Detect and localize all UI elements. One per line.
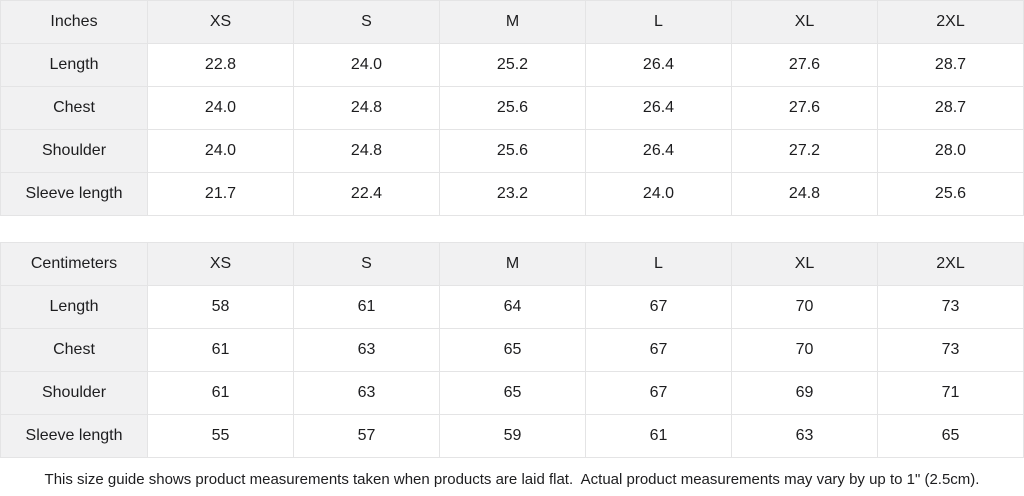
measurement-value: 24.0 [585, 172, 732, 216]
measurement-value: 27.2 [731, 129, 878, 173]
table-row-length: Length 58 61 64 67 70 73 [0, 285, 1024, 329]
measurement-value: 28.7 [877, 86, 1024, 130]
measurement-value: 63 [731, 414, 878, 458]
measurement-value: 61 [147, 328, 294, 372]
measurement-value: 26.4 [585, 43, 732, 87]
table-row-sleeve-length: Sleeve length 21.7 22.4 23.2 24.0 24.8 2… [0, 172, 1024, 216]
row-label: Shoulder [0, 371, 148, 415]
table-row-shoulder: Shoulder 24.0 24.8 25.6 26.4 27.2 28.0 [0, 129, 1024, 173]
size-header-m: M [439, 0, 586, 44]
measurement-value: 64 [439, 285, 586, 329]
measurement-value: 27.6 [731, 43, 878, 87]
size-header-l: L [585, 0, 732, 44]
measurement-value: 67 [585, 328, 732, 372]
measurement-value: 23.2 [439, 172, 586, 216]
measurement-value: 73 [877, 328, 1024, 372]
size-header-s: S [293, 0, 440, 44]
size-header-2xl: 2XL [877, 0, 1024, 44]
inches-header-row: Inches XS S M L XL 2XL [0, 0, 1024, 44]
measurement-value: 24.8 [731, 172, 878, 216]
measurement-value: 63 [293, 371, 440, 415]
size-header-2xl: 2XL [877, 242, 1024, 286]
size-header-m: M [439, 242, 586, 286]
measurement-value: 61 [585, 414, 732, 458]
measurement-disclaimer-note: This size guide shows product measuremen… [0, 458, 1024, 496]
row-label: Length [0, 43, 148, 87]
measurement-value: 55 [147, 414, 294, 458]
size-header-l: L [585, 242, 732, 286]
row-label: Length [0, 285, 148, 329]
measurement-value: 70 [731, 328, 878, 372]
measurement-value: 65 [877, 414, 1024, 458]
row-label: Chest [0, 328, 148, 372]
measurement-value: 28.7 [877, 43, 1024, 87]
measurement-value: 67 [585, 285, 732, 329]
measurement-value: 63 [293, 328, 440, 372]
size-header-s: S [293, 242, 440, 286]
measurement-value: 24.0 [293, 43, 440, 87]
measurement-value: 25.6 [877, 172, 1024, 216]
measurement-value: 24.8 [293, 86, 440, 130]
measurement-value: 59 [439, 414, 586, 458]
table-row-chest: Chest 24.0 24.8 25.6 26.4 27.6 28.7 [0, 86, 1024, 130]
measurement-value: 25.6 [439, 129, 586, 173]
measurement-value: 24.0 [147, 86, 294, 130]
measurement-value: 26.4 [585, 129, 732, 173]
measurement-value: 61 [293, 285, 440, 329]
measurement-value: 58 [147, 285, 294, 329]
size-header-xl: XL [731, 242, 878, 286]
table-row-shoulder: Shoulder 61 63 65 67 69 71 [0, 371, 1024, 415]
size-header-xs: XS [147, 0, 294, 44]
row-label: Chest [0, 86, 148, 130]
size-header-xl: XL [731, 0, 878, 44]
measurement-value: 22.4 [293, 172, 440, 216]
measurement-value: 69 [731, 371, 878, 415]
unit-label-inches: Inches [0, 0, 148, 44]
inches-size-table: Inches XS S M L XL 2XL Length 22.8 24.0 … [0, 0, 1024, 216]
row-label: Sleeve length [0, 172, 148, 216]
centimeters-size-table: Centimeters XS S M L XL 2XL Length 58 61… [0, 242, 1024, 458]
table-row-chest: Chest 61 63 65 67 70 73 [0, 328, 1024, 372]
size-header-xs: XS [147, 242, 294, 286]
measurement-value: 24.8 [293, 129, 440, 173]
measurement-value: 25.6 [439, 86, 586, 130]
measurement-value: 65 [439, 371, 586, 415]
measurement-value: 26.4 [585, 86, 732, 130]
row-label: Sleeve length [0, 414, 148, 458]
measurement-value: 28.0 [877, 129, 1024, 173]
measurement-value: 57 [293, 414, 440, 458]
measurement-value: 24.0 [147, 129, 294, 173]
measurement-value: 71 [877, 371, 1024, 415]
measurement-value: 21.7 [147, 172, 294, 216]
unit-label-centimeters: Centimeters [0, 242, 148, 286]
table-row-length: Length 22.8 24.0 25.2 26.4 27.6 28.7 [0, 43, 1024, 87]
measurement-value: 22.8 [147, 43, 294, 87]
measurement-value: 25.2 [439, 43, 586, 87]
measurement-value: 65 [439, 328, 586, 372]
measurement-value: 67 [585, 371, 732, 415]
table-separator [0, 216, 1024, 242]
measurement-value: 70 [731, 285, 878, 329]
measurement-value: 27.6 [731, 86, 878, 130]
measurement-value: 61 [147, 371, 294, 415]
centimeters-header-row: Centimeters XS S M L XL 2XL [0, 242, 1024, 286]
row-label: Shoulder [0, 129, 148, 173]
table-row-sleeve-length: Sleeve length 55 57 59 61 63 65 [0, 414, 1024, 458]
measurement-value: 73 [877, 285, 1024, 329]
